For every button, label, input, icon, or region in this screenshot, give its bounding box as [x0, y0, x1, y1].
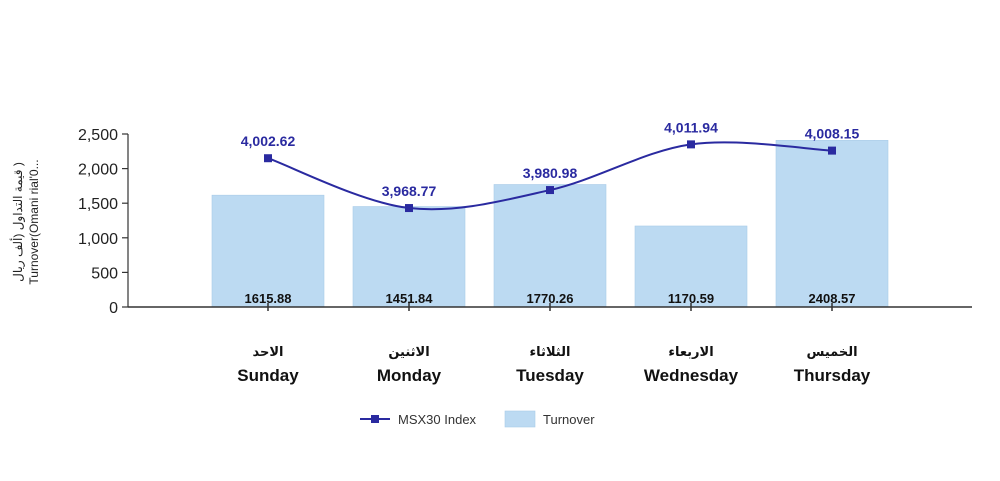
y-axis-title-ar: ( قيمة التداول (ألف ريال — [10, 162, 25, 282]
msx30-index-value-label: 4,008.15 — [805, 126, 860, 142]
msx30-index-point — [264, 154, 272, 163]
legend-square-marker — [371, 415, 379, 423]
y-tick-label: 2,000 — [78, 162, 118, 179]
y-axis-title-en: Turnover(Omani rial'0... — [27, 159, 41, 284]
y-tick-label: 1,000 — [78, 231, 118, 248]
category-label-ar: الاربعاء — [668, 345, 713, 360]
turnover-bar — [493, 184, 607, 308]
category-label-en: Wednesday — [644, 366, 739, 385]
category-label-ar: الاثنين — [388, 345, 429, 360]
msx30-index-point — [828, 146, 836, 155]
turnover-bar — [775, 140, 889, 308]
msx30-index-value-label: 3,980.98 — [523, 165, 578, 181]
legend-box-marker — [504, 410, 536, 428]
msx30-index-value-label: 4,011.94 — [664, 119, 718, 135]
turnover-bar — [352, 206, 466, 308]
msx30-index-point — [405, 204, 413, 213]
category-label-en: Tuesday — [516, 366, 584, 385]
legend-label-msx30: MSX30 Index — [398, 412, 477, 427]
y-tick-label: 1,500 — [78, 196, 118, 213]
turnover-value-label: 2408.57 — [809, 291, 856, 306]
msx30-index-value-label: 4,002.62 — [241, 133, 296, 149]
category-label-ar: الخميس — [806, 345, 857, 360]
y-tick-label: 0 — [109, 300, 118, 317]
msx30-index-point — [546, 186, 554, 195]
legend-label-turnover: Turnover — [543, 412, 595, 427]
y-tick-label: 2,500 — [78, 127, 118, 144]
category-label-en: Monday — [377, 366, 442, 385]
turnover-value-label: 1770.26 — [527, 291, 574, 306]
y-tick-label: 500 — [91, 265, 118, 282]
category-label-ar: الاحد — [252, 345, 283, 360]
turnover-value-label: 1451.84 — [386, 291, 434, 306]
turnover-value-label: 1170.59 — [668, 291, 714, 306]
category-label-en: Sunday — [237, 366, 299, 385]
turnover-bar — [634, 225, 748, 308]
category-label-en: Thursday — [794, 366, 871, 385]
msx30-index-point — [687, 140, 695, 149]
msx30-index-value-label: 3,968.77 — [382, 183, 437, 199]
category-label-ar: الثلاثاء — [530, 345, 571, 360]
turnover-bar — [211, 194, 325, 308]
turnover-value-label: 1615.88 — [245, 291, 292, 306]
